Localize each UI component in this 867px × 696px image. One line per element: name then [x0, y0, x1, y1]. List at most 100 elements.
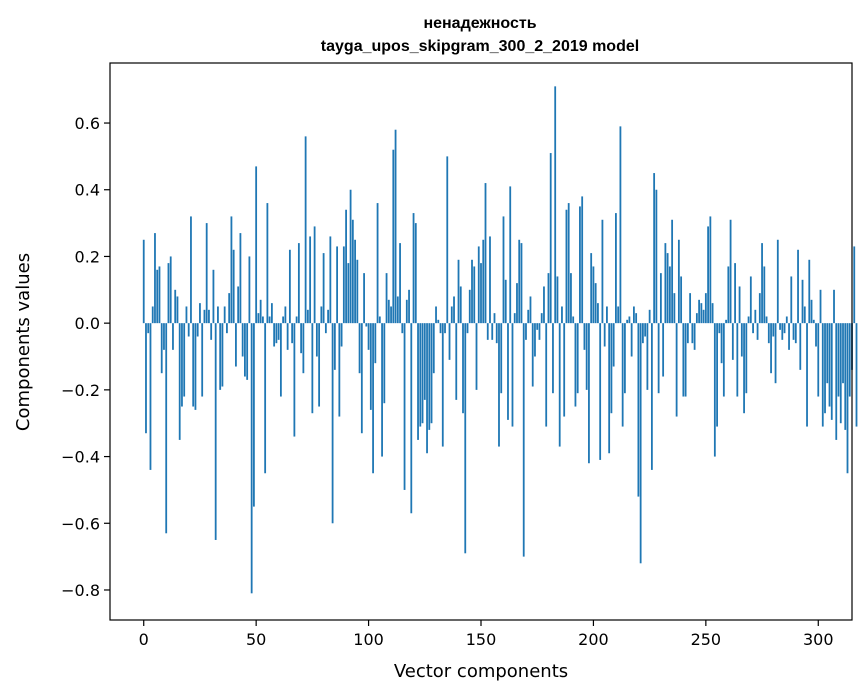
bar [466, 323, 469, 334]
bar [556, 276, 559, 324]
x-tick-label: 50 [246, 630, 266, 649]
bar [158, 266, 161, 324]
bar [473, 266, 476, 324]
bar [626, 319, 629, 324]
bar [650, 323, 653, 470]
bar [615, 213, 617, 324]
bar [745, 323, 748, 394]
bar [237, 286, 240, 324]
bar [333, 323, 336, 370]
bar [345, 209, 347, 324]
bar [253, 323, 255, 507]
x-axis-label: Vector components [394, 661, 568, 682]
bar [367, 323, 370, 350]
bar [570, 273, 572, 324]
bar [275, 323, 278, 344]
bar [154, 233, 156, 324]
bar [785, 316, 788, 324]
bar [709, 216, 712, 324]
bar [740, 323, 743, 357]
bar [439, 323, 442, 334]
bar [722, 323, 725, 397]
bar [446, 156, 449, 324]
bar [419, 323, 422, 427]
bar [779, 323, 781, 330]
bar [235, 323, 237, 367]
bar [563, 323, 566, 417]
bar [736, 323, 739, 397]
y-tick-label: −0.8 [61, 581, 100, 600]
y-tick-label: 0.6 [75, 114, 100, 133]
bar [601, 219, 604, 324]
bar [293, 323, 296, 437]
y-tick-label: −0.2 [61, 381, 100, 400]
bar [552, 323, 554, 394]
bar [549, 153, 552, 324]
bar [385, 273, 388, 324]
bar [491, 323, 494, 340]
bar [846, 323, 849, 474]
bar [392, 149, 395, 324]
bar [543, 286, 545, 324]
bar [448, 323, 451, 360]
bar [270, 303, 273, 324]
bar [646, 323, 649, 390]
bar [484, 183, 487, 324]
bar [199, 303, 201, 324]
x-tick-label: 300 [803, 630, 834, 649]
bar [414, 223, 417, 324]
bar [630, 323, 633, 357]
bar [619, 126, 622, 324]
bar [725, 319, 727, 324]
bar [653, 173, 656, 324]
bar [684, 323, 687, 397]
bar [223, 306, 226, 324]
bar [855, 323, 858, 427]
bar [545, 323, 548, 427]
bar [502, 216, 505, 324]
bar [331, 323, 334, 524]
bar [839, 323, 842, 424]
bar [767, 323, 770, 344]
bar [217, 306, 219, 324]
bar [459, 286, 462, 324]
bar [482, 239, 485, 324]
bar [561, 306, 563, 324]
bar [351, 219, 354, 324]
x-tick-label: 100 [353, 630, 384, 649]
y-axis-label: Components values [13, 253, 34, 431]
bar [324, 323, 327, 334]
bar [383, 323, 386, 404]
bar [509, 186, 512, 324]
bar [799, 323, 802, 370]
bar [844, 323, 847, 430]
bar [682, 323, 685, 397]
bar [376, 203, 379, 324]
bar [529, 296, 532, 324]
bar [320, 306, 323, 324]
bar [516, 283, 518, 324]
chart-subtitle: tayga_upos_skipgram_300_2_2019 model [321, 38, 639, 55]
bar [340, 323, 343, 347]
bar [635, 313, 638, 324]
bar [567, 203, 570, 324]
bar [761, 243, 763, 324]
bar [372, 323, 374, 474]
bar [848, 323, 851, 397]
bar [428, 323, 431, 430]
y-tick-label: −0.6 [61, 514, 100, 533]
bar [230, 216, 233, 324]
bar [387, 299, 390, 324]
bar [772, 323, 775, 337]
bar [403, 323, 406, 490]
bar [743, 323, 745, 414]
bar [244, 323, 246, 377]
bar [606, 306, 608, 324]
bar [574, 323, 577, 407]
bar [219, 323, 222, 390]
bar [711, 303, 714, 324]
bar [360, 323, 363, 434]
bar [666, 253, 669, 324]
bar [322, 253, 325, 324]
bar [801, 279, 804, 324]
